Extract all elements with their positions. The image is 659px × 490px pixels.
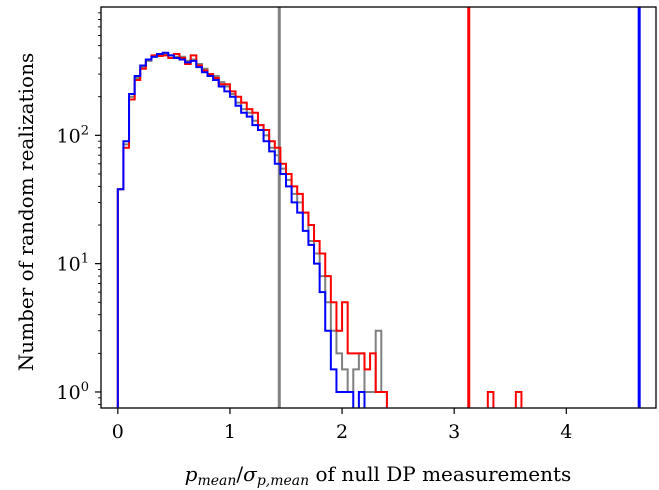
x-tick-label-2: 2: [336, 421, 348, 443]
x-axis-label: pmean/σp,mean of null DP measurements: [185, 462, 572, 489]
x-tick-label-4: 4: [560, 421, 572, 443]
histogram-series-1-extra-bin-1: [514, 390, 523, 408]
x-axis-ticks: 0 1 2 3 4: [112, 408, 572, 443]
histogram-series-1: [116, 53, 388, 408]
x-label-sigma: σ: [243, 462, 258, 486]
plot-frame: [100, 6, 657, 409]
plot-area: [116, 7, 641, 408]
histogram-series-0: [116, 53, 388, 408]
x-label-rest: of null DP measurements: [309, 462, 571, 486]
y-axis-ticks: 100 101 102: [57, 12, 101, 405]
histogram-series-1-extra-bin-0: [486, 390, 495, 408]
x-label-p-sub: mean: [197, 473, 236, 489]
x-label-slash: /: [236, 462, 243, 486]
x-tick-label-1: 1: [224, 421, 236, 443]
histogram-series-2: [116, 51, 366, 408]
series-layer: [116, 7, 641, 408]
y-tick-label-2: 102: [57, 123, 89, 147]
y-tick-label-0: 100: [57, 380, 89, 404]
x-tick-label-0: 0: [112, 421, 124, 443]
x-label-p: p: [185, 462, 198, 486]
y-axis-label: Number of random realizations: [14, 53, 38, 371]
y-tick-label-1: 101: [57, 252, 89, 276]
x-tick-label-3: 3: [448, 421, 460, 443]
x-label-sigma-sub: p,mean: [257, 473, 309, 489]
